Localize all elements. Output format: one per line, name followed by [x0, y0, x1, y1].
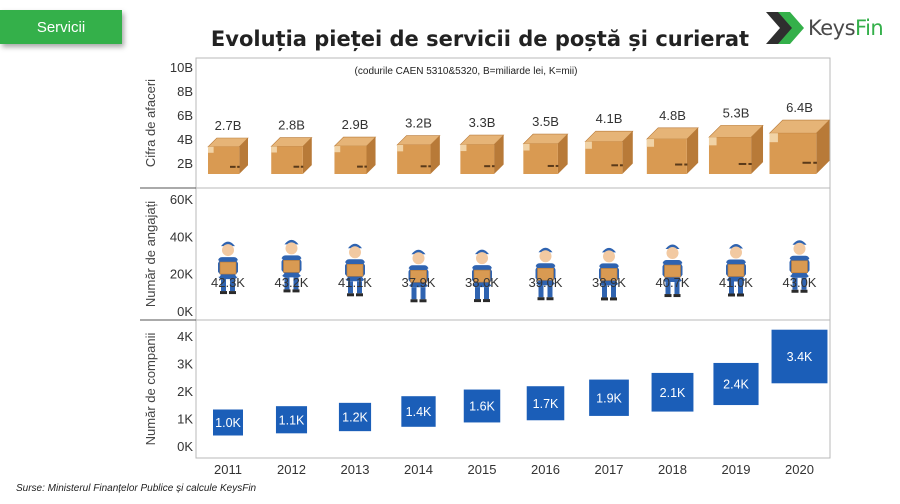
company-bar: [589, 379, 629, 416]
source-note: Surse: Ministerul Finanțelor Publice și …: [16, 483, 257, 494]
data-label: 6.4B: [786, 100, 813, 115]
data-label: 42.3K: [211, 275, 245, 290]
company-bar: [213, 409, 243, 436]
data-label: 1.0K: [215, 416, 241, 430]
box-icon: [270, 137, 313, 174]
data-label: 43.0K: [783, 275, 817, 290]
company-bar: [651, 372, 694, 412]
y-tick-label: 20K: [170, 267, 193, 282]
data-label: 1.1K: [279, 413, 305, 427]
data-label: 3.3B: [469, 115, 496, 130]
y-tick-label: 60K: [170, 192, 193, 207]
logo-wordmark: KeysFin: [808, 16, 884, 40]
section-tag[interactable]: Servicii: [0, 10, 122, 44]
company-bar: [401, 396, 436, 427]
x-tick-label: 2015: [468, 462, 497, 477]
x-tick-label: 2020: [785, 462, 814, 477]
axis-label: Cifra de afaceri: [143, 79, 158, 167]
y-tick-label: 0K: [177, 439, 193, 454]
y-tick-label: 0K: [177, 304, 193, 319]
company-bar: [338, 402, 372, 432]
x-tick-label: 2017: [595, 462, 624, 477]
data-label: 3.4K: [787, 350, 813, 364]
data-label: 37.9K: [402, 275, 436, 290]
logo-chevron-icon: [766, 12, 804, 44]
data-label: 38.9K: [592, 275, 626, 290]
box-icon: [708, 125, 764, 174]
courier-icon: [594, 247, 624, 301]
data-label: 40.7K: [656, 275, 690, 290]
x-tick-label: 2016: [531, 462, 560, 477]
x-tick-label: 2013: [341, 462, 370, 477]
data-label: 2.4K: [723, 378, 749, 392]
x-tick-label: 2014: [404, 462, 433, 477]
data-label: 41.0K: [719, 275, 753, 290]
data-label: 43.2K: [275, 275, 309, 290]
box-icon: [522, 133, 569, 174]
y-tick-label: 40K: [170, 229, 193, 244]
box-icon: [768, 119, 831, 174]
data-label: 4.1B: [596, 111, 623, 126]
data-label: 4.8B: [659, 108, 686, 123]
y-tick-label: 4K: [177, 329, 193, 344]
box-icon: [584, 130, 634, 174]
y-tick-label: 8B: [177, 84, 193, 99]
data-label: 1.7K: [533, 397, 559, 411]
chart-title: Evoluția pieței de servicii de poștă și …: [210, 27, 750, 51]
y-tick-label: 3K: [177, 357, 193, 372]
data-label: 38.0K: [465, 275, 499, 290]
y-tick-label: 2K: [177, 384, 193, 399]
company-bar: [463, 389, 501, 423]
y-tick-label: 2B: [177, 156, 193, 171]
panel-frame: [195, 319, 831, 459]
chart-subtitle-note: (codurile CAEN 5310&5320, B=miliarde lei…: [355, 66, 578, 77]
data-label: 2.7B: [215, 118, 242, 133]
x-tick-label: 2019: [722, 462, 751, 477]
axis-label: Număr de angajați: [143, 201, 158, 307]
box-icon: [646, 127, 699, 174]
courier-icon: [658, 244, 687, 298]
company-bar: [771, 329, 828, 384]
box-icon: [333, 136, 377, 174]
company-bar: [713, 362, 759, 406]
courier-icon: [785, 240, 814, 293]
courier-icon: [340, 243, 370, 297]
data-label: 1.4K: [406, 405, 432, 419]
data-label: 3.2B: [405, 116, 432, 131]
x-tick-label: 2018: [658, 462, 687, 477]
y-tick-label: 1K: [177, 412, 193, 427]
keysfin-logo: KeysFin: [764, 10, 900, 46]
courier-icon: [721, 243, 751, 297]
company-bar: [275, 406, 308, 434]
data-label: 3.5B: [532, 114, 559, 129]
y-tick-label: 6B: [177, 108, 193, 123]
company-bar: [526, 386, 565, 421]
data-label: 2.1K: [660, 386, 686, 400]
data-label: 41.1K: [338, 275, 372, 290]
y-tick-label: 10B: [170, 60, 193, 75]
courier-icon: [467, 249, 497, 303]
y-tick-label: 4B: [177, 132, 193, 147]
data-label: 39.0K: [529, 275, 563, 290]
axis-label: Număr de companii: [143, 333, 158, 446]
box-icon: [396, 135, 441, 174]
courier-icon: [277, 239, 306, 293]
data-label: 5.3B: [723, 105, 750, 120]
data-label: 2.9B: [342, 117, 369, 132]
x-tick-label: 2011: [214, 462, 242, 477]
box-icon: [459, 134, 505, 174]
courier-icon: [404, 249, 433, 303]
x-tick-label: 2012: [277, 462, 306, 477]
data-label: 2.8B: [278, 118, 305, 133]
data-label: 1.6K: [469, 400, 495, 414]
data-label: 1.9K: [596, 391, 622, 405]
courier-icon: [213, 241, 243, 295]
box-icon: [207, 137, 249, 174]
data-label: 1.2K: [342, 411, 368, 425]
courier-icon: [531, 247, 560, 301]
